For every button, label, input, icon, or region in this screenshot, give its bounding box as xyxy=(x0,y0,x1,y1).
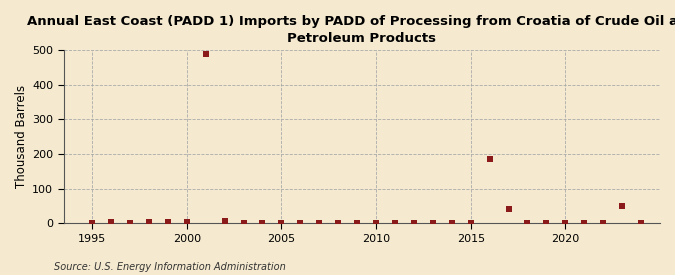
Text: Source: U.S. Energy Information Administration: Source: U.S. Energy Information Administ… xyxy=(54,262,286,272)
Point xyxy=(105,220,116,224)
Point xyxy=(125,221,136,225)
Point xyxy=(484,157,495,161)
Point xyxy=(295,221,306,225)
Point xyxy=(503,207,514,211)
Point xyxy=(522,221,533,225)
Point xyxy=(352,221,362,225)
Point xyxy=(182,220,192,224)
Point xyxy=(465,221,476,225)
Point xyxy=(427,221,438,225)
Point xyxy=(579,221,590,225)
Point xyxy=(238,221,249,225)
Point xyxy=(617,204,628,209)
Point xyxy=(371,221,381,225)
Point xyxy=(276,221,287,225)
Point xyxy=(163,219,173,224)
Y-axis label: Thousand Barrels: Thousand Barrels xyxy=(15,85,28,188)
Point xyxy=(541,221,552,225)
Point xyxy=(560,221,571,225)
Title: Annual East Coast (PADD 1) Imports by PADD of Processing from Croatia of Crude O: Annual East Coast (PADD 1) Imports by PA… xyxy=(27,15,675,45)
Point xyxy=(219,219,230,224)
Point xyxy=(200,52,211,56)
Point xyxy=(257,221,268,225)
Point xyxy=(598,221,609,225)
Point xyxy=(86,221,97,225)
Point xyxy=(389,221,400,225)
Point xyxy=(144,219,155,224)
Point xyxy=(408,221,419,225)
Point xyxy=(333,221,344,225)
Point xyxy=(314,221,325,225)
Point xyxy=(636,221,647,225)
Point xyxy=(446,221,457,225)
